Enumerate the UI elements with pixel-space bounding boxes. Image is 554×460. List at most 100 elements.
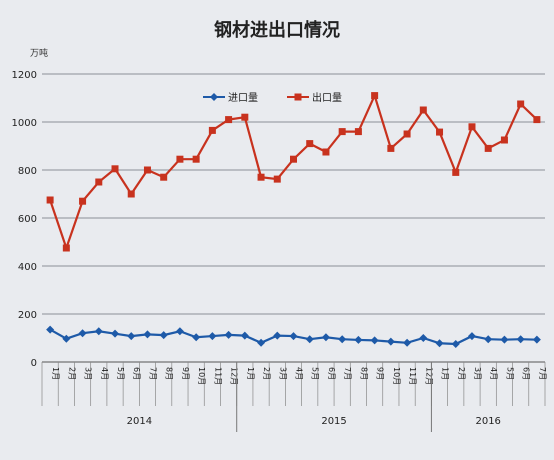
x-tick-label: 11月: [213, 367, 222, 385]
data-point-diamond: [257, 338, 266, 347]
x-tick-label: 7月: [538, 367, 547, 380]
x-tick-label: 3月: [278, 367, 287, 380]
series-line: [49, 92, 538, 252]
x-tick-label: 6月: [132, 367, 141, 380]
x-tick-label: 5月: [116, 367, 125, 380]
data-point-square: [468, 123, 476, 131]
y-tick-label: 800: [18, 166, 37, 177]
data-point-square: [160, 173, 168, 181]
series-layer: [46, 92, 541, 348]
x-tick-label: 4月: [295, 367, 304, 380]
y-tick-label: 600: [18, 214, 37, 225]
data-point-square: [322, 148, 330, 156]
data-point-square: [79, 197, 87, 205]
x-tick-label: 7月: [343, 367, 352, 380]
data-point-square: [403, 130, 411, 138]
data-point-square: [419, 106, 427, 114]
data-point-square: [484, 144, 492, 152]
legend-label: 进口量: [228, 92, 258, 104]
data-point-square: [371, 92, 379, 100]
x-tick-label: 1月: [51, 367, 60, 380]
data-point-diamond: [516, 335, 525, 344]
data-point-diamond: [354, 335, 363, 344]
data-point-diamond: [435, 339, 444, 348]
x-tick-label: 12月: [424, 367, 433, 385]
x-tick-label: 9月: [181, 367, 190, 380]
legend-label: 出口量: [312, 91, 342, 104]
x-tick-label: 6月: [327, 367, 336, 380]
legend: 进口量 出口量: [203, 91, 342, 104]
data-point-square: [62, 244, 70, 252]
x-tick-label: 1月: [441, 367, 450, 380]
data-point-diamond: [370, 336, 379, 345]
chart-title: 钢材进出口情况: [214, 19, 340, 41]
data-point-diamond: [78, 329, 87, 338]
y-tick-label: 200: [18, 310, 37, 321]
data-point-diamond: [240, 331, 249, 340]
data-point-square: [354, 128, 362, 136]
data-point-diamond: [467, 332, 476, 341]
x-tick-label: 5月: [505, 367, 514, 380]
x-tick-label: 8月: [165, 367, 174, 380]
data-point-diamond: [451, 340, 460, 348]
x-axis: 1月 2月 3月 4月 5月 6月 7月 8月 9月 10月 11月 12月 1月 2月 3月 4月 5月 6月 7…: [41, 361, 547, 432]
data-point-diamond: [386, 337, 395, 346]
y-tick-label: 1000: [12, 118, 37, 129]
data-point-diamond: [46, 325, 55, 334]
x-tick-label: 4月: [489, 367, 498, 380]
x-tick-label: 9月: [376, 367, 385, 380]
data-point-diamond: [419, 334, 428, 342]
data-point-diamond: [273, 331, 282, 340]
x-tick-label: 2月: [262, 367, 271, 380]
data-point-diamond: [305, 335, 314, 344]
data-point-square: [436, 128, 444, 136]
legend-marker-square: [294, 93, 302, 101]
data-point-diamond: [192, 333, 201, 342]
data-point-square: [127, 190, 135, 198]
year-group-label: 2016: [475, 416, 500, 427]
x-tick-label: 12月: [230, 367, 239, 385]
data-point-square: [533, 116, 541, 124]
data-point-square: [241, 113, 249, 121]
data-point-square: [46, 196, 54, 204]
data-point-diamond: [94, 327, 103, 336]
data-point-diamond: [127, 332, 136, 341]
x-tick-label: 4月: [100, 367, 109, 380]
data-point-square: [225, 116, 233, 124]
data-point-diamond: [143, 330, 152, 339]
x-tick-label: 7月: [148, 367, 157, 380]
data-point-square: [257, 173, 265, 181]
data-point-square: [452, 168, 460, 176]
data-point-diamond: [532, 335, 541, 344]
data-point-diamond: [403, 338, 412, 347]
data-point-square: [500, 136, 508, 144]
data-point-diamond: [224, 330, 233, 339]
y-tick-label: 1200: [12, 70, 37, 81]
data-point-diamond: [159, 331, 168, 340]
x-tick-label: 8月: [359, 367, 368, 380]
data-point-square: [273, 175, 281, 183]
year-group-label: 2015: [321, 416, 346, 427]
data-point-square: [387, 144, 395, 152]
x-tick-label: 1月: [246, 367, 255, 380]
legend-marker-diamond: [210, 93, 218, 101]
data-point-square: [517, 100, 525, 108]
data-point-square: [111, 165, 119, 173]
data-point-diamond: [321, 333, 330, 342]
data-point-diamond: [289, 332, 298, 341]
data-point-diamond: [338, 335, 347, 344]
data-point-diamond: [500, 335, 509, 344]
data-point-square: [176, 155, 184, 163]
data-point-diamond: [208, 332, 217, 341]
x-tick-label: 2月: [67, 367, 76, 380]
data-point-square: [192, 155, 200, 163]
x-tick-label: 3月: [473, 367, 482, 380]
x-tick-label: 5月: [311, 367, 320, 380]
data-point-diamond: [111, 329, 120, 338]
x-tick-label: 3月: [84, 367, 93, 380]
year-group-label: 2014: [127, 416, 152, 427]
y-axis-tick-labels: 0 200 400 600 800 1000 1200: [12, 70, 37, 369]
data-point-square: [338, 128, 346, 136]
